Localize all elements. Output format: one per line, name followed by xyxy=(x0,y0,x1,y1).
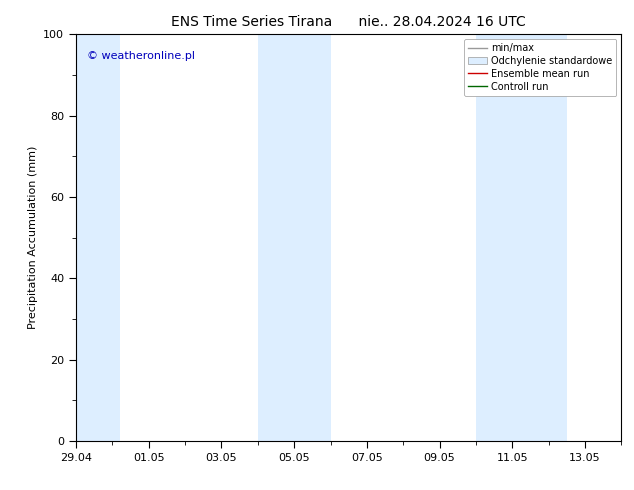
Title: ENS Time Series Tirana      nie.. 28.04.2024 16 UTC: ENS Time Series Tirana nie.. 28.04.2024 … xyxy=(171,15,526,29)
Bar xyxy=(76,34,120,441)
Y-axis label: Precipitation Accumulation (mm): Precipitation Accumulation (mm) xyxy=(28,146,37,329)
Bar xyxy=(258,34,330,441)
Bar xyxy=(476,34,567,441)
Legend: min/max, Odchylenie standardowe, Ensemble mean run, Controll run: min/max, Odchylenie standardowe, Ensembl… xyxy=(464,39,616,96)
Text: © weatheronline.pl: © weatheronline.pl xyxy=(87,50,195,61)
